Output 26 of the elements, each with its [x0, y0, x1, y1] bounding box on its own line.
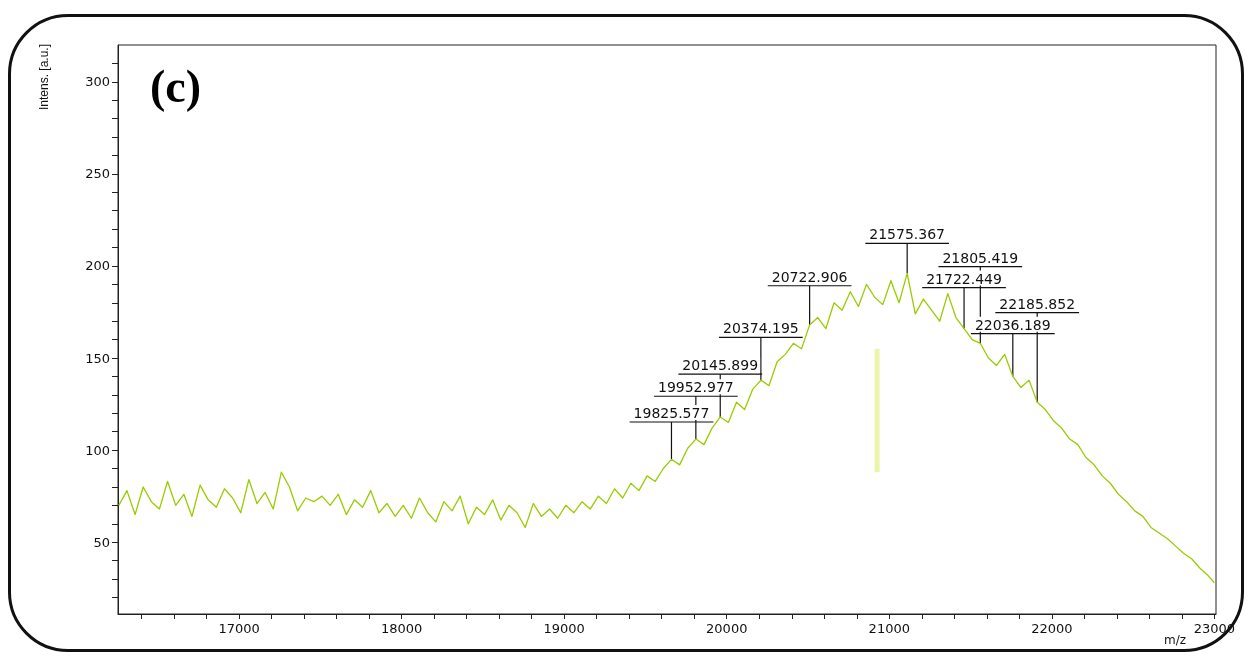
annotation: 20145.899 — [682, 357, 759, 374]
annotation: 21805.419 — [942, 249, 1019, 266]
x-tick-label: 18000 — [380, 621, 423, 636]
y-tick-label: 150 — [85, 350, 110, 366]
x-tick-label: 20000 — [706, 621, 748, 636]
y-tick-label: 50 — [93, 534, 110, 550]
y-tick-label: 250 — [85, 166, 110, 182]
x-axis-title: m/z — [1163, 633, 1186, 647]
annotation: 22185.852 — [999, 295, 1076, 312]
x-tick-label: 17000 — [218, 621, 260, 636]
y-axis-title: Intens. [a.u.] — [37, 43, 51, 110]
annotation: 22036.189 — [974, 316, 1051, 333]
y-tick-label: 200 — [85, 258, 110, 274]
y-tick-label: 300 — [85, 74, 110, 90]
chart-title: (c) — [150, 60, 202, 112]
x-tick-label: 19000 — [543, 621, 585, 636]
annotation: 19952.977 — [657, 379, 734, 396]
y-tick-label: 100 — [85, 442, 110, 458]
x-tick-label: 21000 — [868, 621, 910, 636]
annotation: 21722.449 — [926, 270, 1002, 287]
annotation: 20722.906 — [771, 268, 848, 285]
annotation: 19825.577 — [633, 405, 710, 422]
x-tick-label: 22000 — [1031, 621, 1073, 636]
line-series — [118, 272, 1216, 584]
annotation: 20374.195 — [723, 320, 799, 337]
annotation: 21575.367 — [869, 226, 946, 243]
